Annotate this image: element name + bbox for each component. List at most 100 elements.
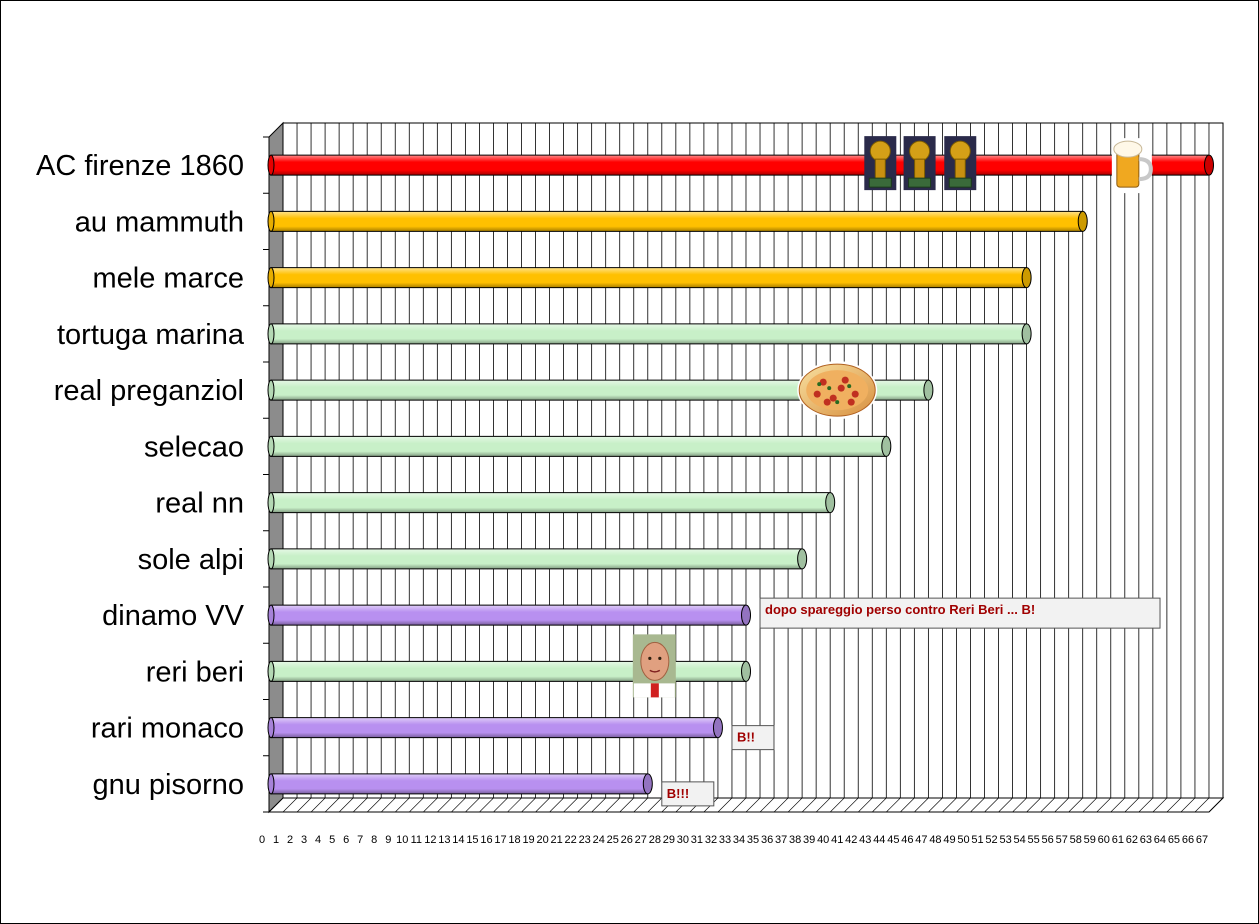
beer-foam [1113,140,1143,158]
pizza-topping [851,390,859,398]
beer-mug-icon [1111,138,1153,194]
floor-line [1096,797,1111,813]
floor-line [844,797,859,813]
x-tick-label: 9 [385,834,391,846]
floor-line [381,797,396,813]
floor-line [591,797,606,813]
floor-line [521,797,536,813]
x-tick-label: 14 [452,834,464,846]
bar-body [270,154,1210,176]
bar-tortuga-marina [267,323,1032,345]
trophy-icon [944,136,977,191]
floor-line [535,797,550,813]
x-tick-label: 28 [649,834,661,846]
category-label: rari monaco [91,713,244,745]
floor-line [872,797,887,813]
floor-line [717,797,733,813]
x-tick-label: 12 [424,834,436,846]
floor-line [549,797,564,813]
x-tick-label: 17 [494,834,506,846]
floor-line [296,797,312,813]
bar-cap [1077,210,1088,232]
bar-cap [881,435,892,457]
photo-shirt-stripe [650,683,659,698]
floor-line [493,797,508,813]
bar-au-mammuth [267,210,1088,232]
bar-cap [797,548,808,570]
category-label: mele marce [93,263,245,295]
x-tick-label: 54 [1013,834,1025,846]
floor-line [1194,797,1210,813]
x-tick-label: 50 [957,834,969,846]
category-label: real nn [155,488,244,520]
bar-reri-beri [267,660,752,682]
floor-line [886,797,901,813]
x-tick-label: 34 [733,834,745,846]
floor-line [479,797,494,813]
floor-line [633,797,648,813]
photo-mouth [649,669,661,673]
bar-cap [741,660,752,682]
bar-start [267,548,275,570]
x-tick-label: 51 [971,834,983,846]
category-label: selecao [144,431,244,463]
pizza-topping [829,394,837,402]
category-label: au mammuth [75,206,244,238]
pizza-topping [841,376,849,384]
bar-start [267,267,275,289]
floor-line [1068,797,1083,813]
x-tick-label: 8 [371,834,377,846]
x-tick-label: 46 [901,834,913,846]
floor-line [563,797,578,813]
floor-line [577,797,592,813]
floor-line [465,797,480,813]
bar-cap [712,717,723,739]
bar-ac-firenze-1860 [267,154,1215,176]
x-tick-label: 66 [1182,834,1194,846]
x-tick-label: 44 [873,834,885,846]
x-tick-label: 55 [1028,834,1040,846]
x-tick-label: 59 [1084,834,1096,846]
floor-line [970,797,985,813]
x-tick-label: 18 [508,834,520,846]
floor-line [1208,797,1224,813]
floor-line [998,797,1013,813]
category-label: sole alpi [138,544,244,576]
x-tick-label: 13 [438,834,450,846]
x-tick-label: 61 [1112,834,1124,846]
floor-line [815,797,831,813]
bar-start [267,435,275,457]
x-tick-label: 20 [536,834,548,846]
floor-line [914,797,929,813]
floor-line [829,797,845,813]
floor-line [1040,797,1055,813]
x-tick-label: 29 [663,834,675,846]
x-tick-label: 56 [1042,834,1054,846]
pizza-topping [847,398,855,406]
photo-eye [648,656,652,660]
bar-rari-monaco [267,717,723,739]
bar-cap [1204,154,1215,176]
x-tick-label: 39 [803,834,815,846]
floor-line [1138,797,1154,813]
floor-line [1110,797,1126,813]
floor-line [858,797,873,813]
x-tick-label: 38 [789,834,801,846]
floor-line [801,797,817,813]
floor-line [437,797,452,813]
bar-sole-alpi [267,548,808,570]
floor-line [507,797,522,813]
x-tick-label: 43 [859,834,871,846]
annotation-box [661,781,715,807]
annotation-text: B!! [737,730,755,745]
trophy-base [868,177,892,188]
bar-cap [642,773,653,795]
x-tick-label: 26 [621,834,633,846]
x-tick-label: 67 [1196,834,1208,846]
x-tick-label: 3 [301,834,307,846]
floor-line [395,797,410,813]
x-tick-label: 42 [845,834,857,846]
floor-line [409,797,424,813]
x-tick-label: 41 [831,834,843,846]
